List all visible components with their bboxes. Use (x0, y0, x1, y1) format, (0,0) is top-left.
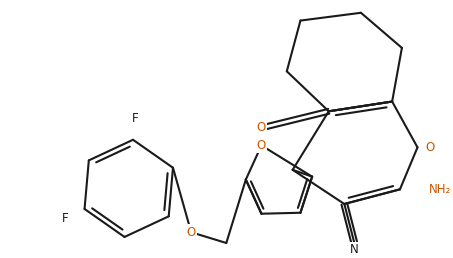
Text: NH₂: NH₂ (429, 183, 452, 196)
Text: O: O (257, 121, 266, 134)
Text: O: O (425, 141, 434, 154)
Text: O: O (257, 139, 266, 152)
Text: N: N (350, 243, 358, 256)
Text: F: F (131, 112, 138, 125)
Text: O: O (187, 226, 196, 239)
Text: F: F (62, 212, 68, 224)
